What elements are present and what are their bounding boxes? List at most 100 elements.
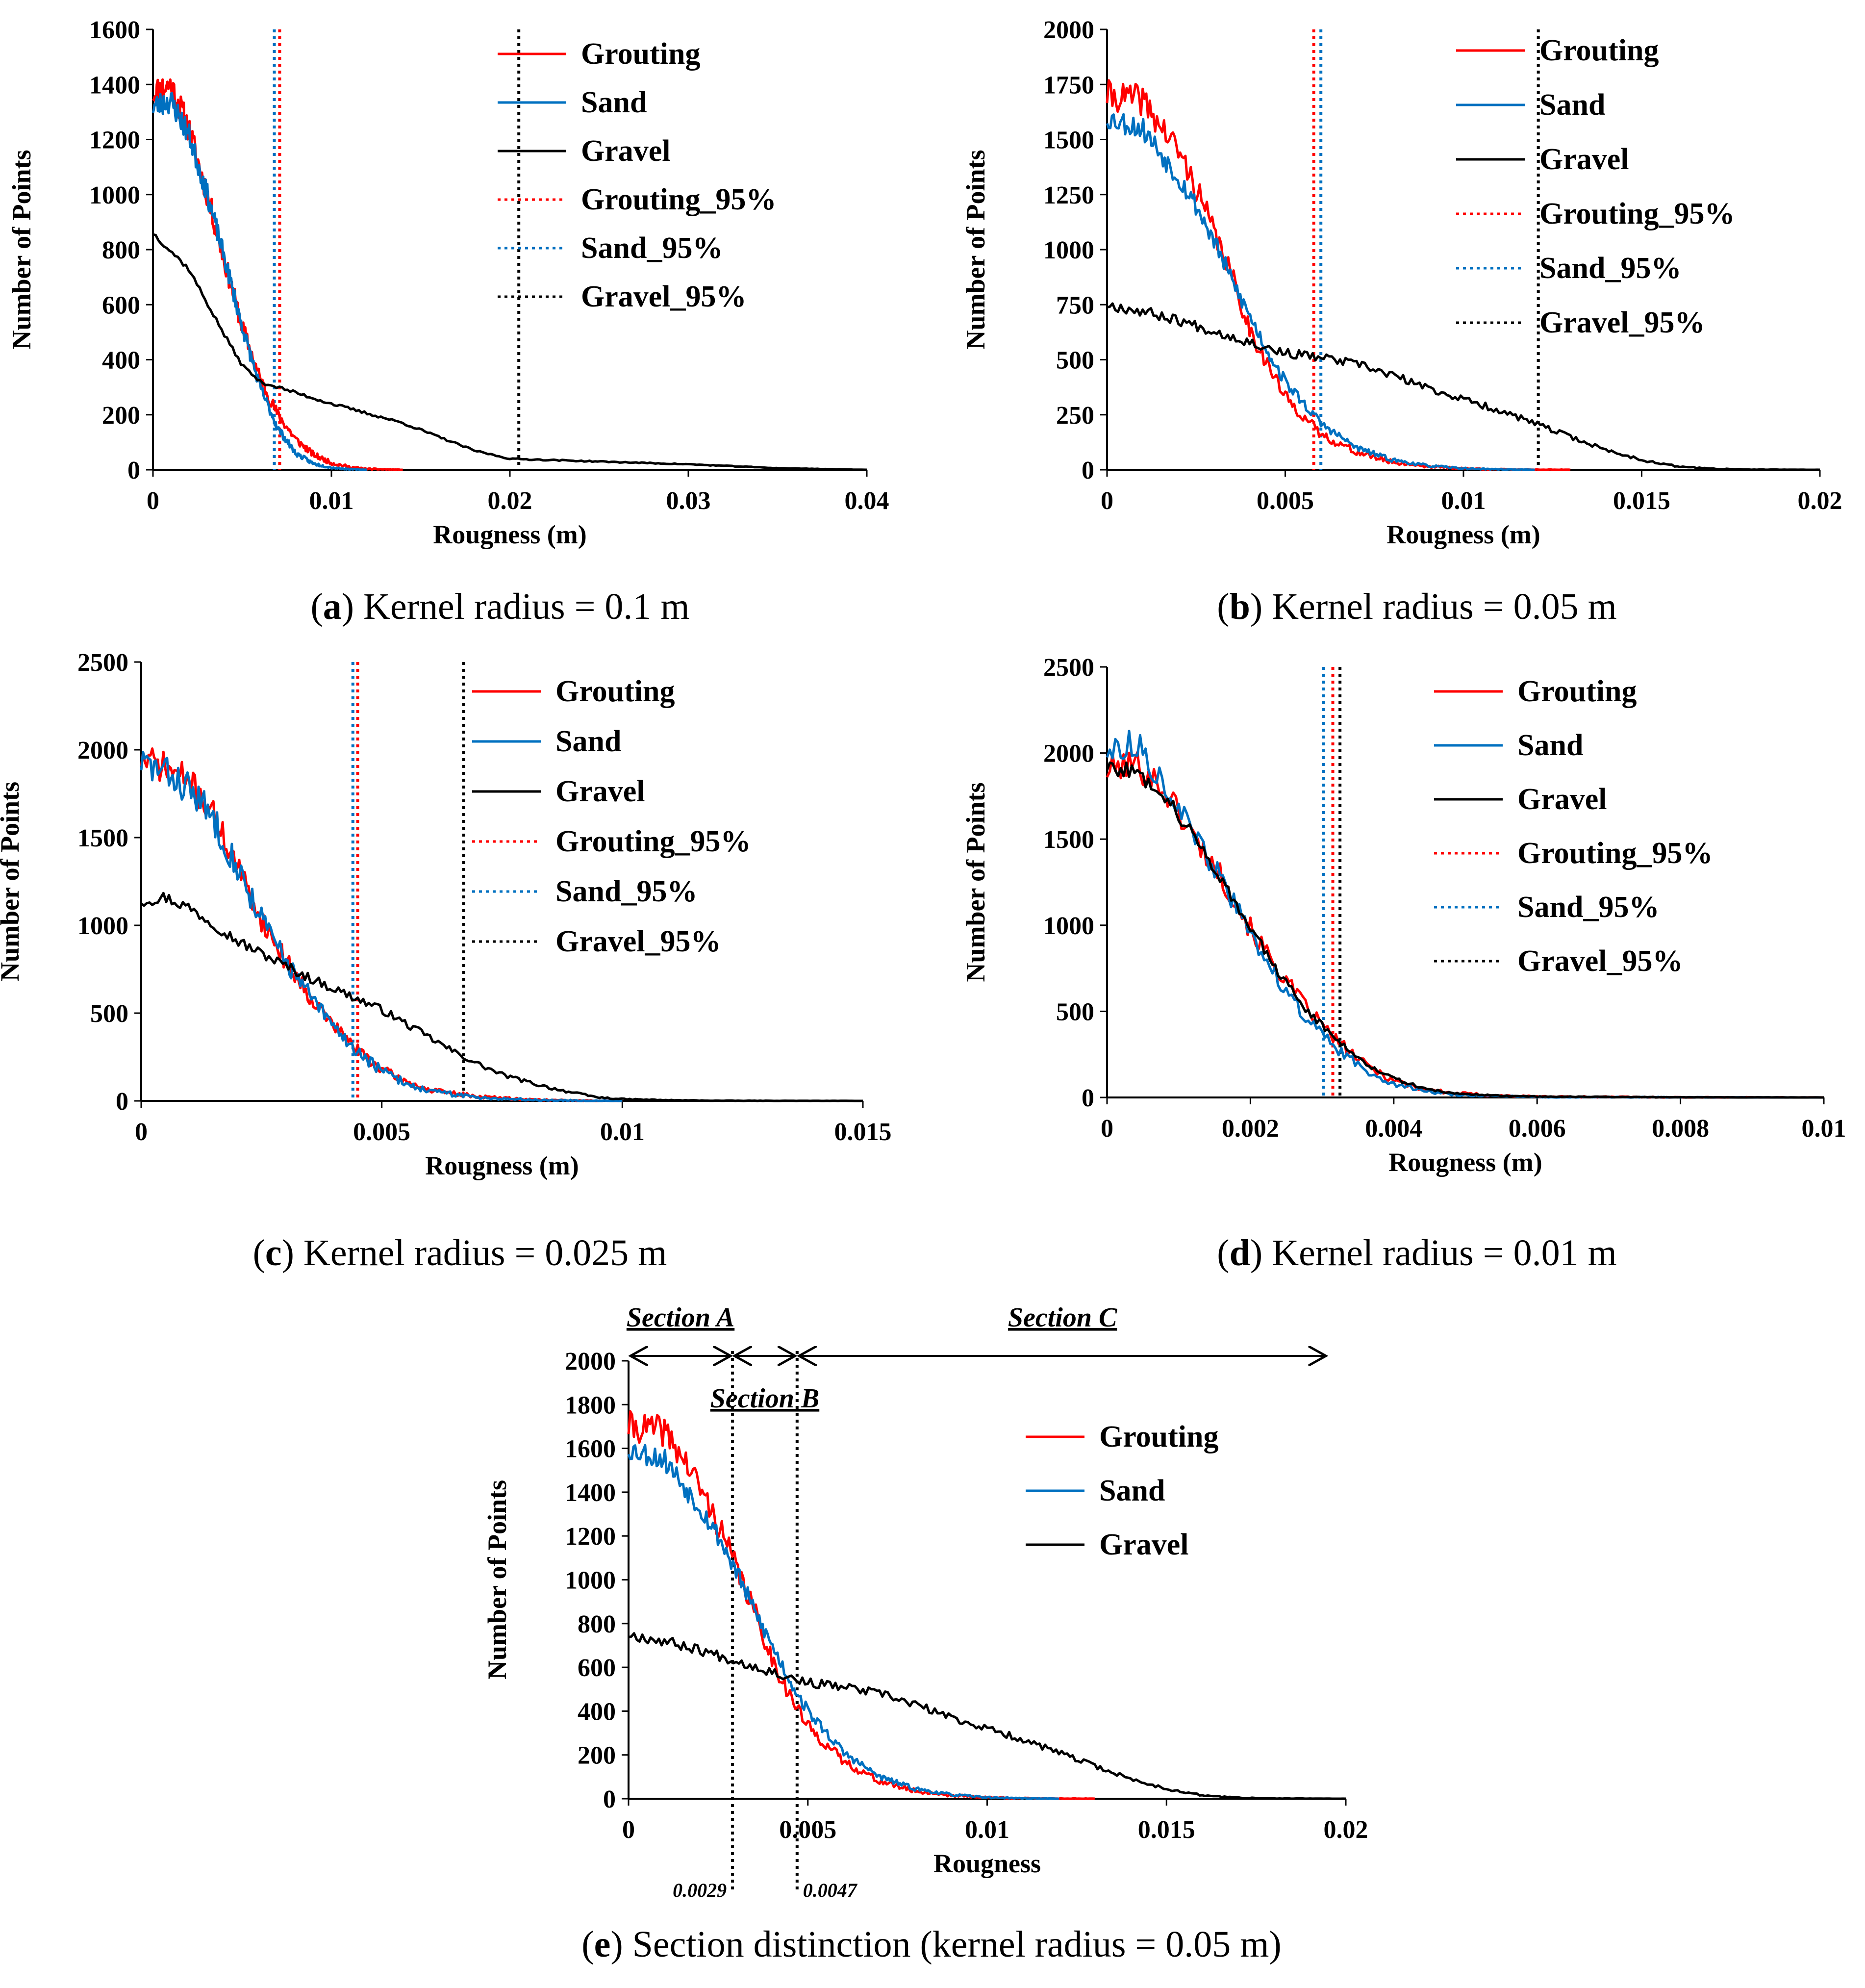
y-tick-label: 2500	[1043, 654, 1094, 682]
y-tick-label: 1400	[565, 1479, 616, 1507]
x-axis-label: Rougness (m)	[433, 520, 587, 549]
boundary-value-label: 0.0029	[673, 1879, 727, 1901]
y-tick-label: 2500	[77, 649, 128, 677]
chart-panel-a: 0 200 400 600 800 1000 1200 1400 1600 0 0.01 0.02 0.…	[7, 16, 889, 627]
legend-label-gravel: Gravel	[555, 775, 645, 808]
x-tick-label: 0	[1101, 487, 1113, 515]
legend-label-gravel-95-: Gravel_95%	[1539, 306, 1705, 339]
x-tick-label: 0.005	[353, 1118, 410, 1146]
legend-label-grouting-95-: Grouting_95%	[581, 183, 776, 216]
y-axis-label: Number of Points	[961, 782, 990, 982]
y-tick-label: 1000	[77, 912, 128, 940]
x-axis-label: Rougness (m)	[1386, 520, 1540, 549]
y-tick-label: 1200	[89, 127, 140, 154]
legend-label-grouting: Grouting	[1517, 675, 1637, 708]
x-tick-label: 0.01	[965, 1816, 1009, 1844]
y-tick-label: 2000	[565, 1348, 616, 1376]
legend-label-grouting-95-: Grouting_95%	[1539, 197, 1735, 230]
section-label: Section A	[627, 1302, 734, 1333]
y-tick-label: 1800	[565, 1391, 616, 1419]
y-axis-label: Number of Points	[961, 150, 990, 349]
x-tick-label: 0.015	[834, 1118, 892, 1146]
y-tick-label: 2000	[1043, 16, 1094, 44]
legend-label-grouting-95-: Grouting_95%	[555, 825, 751, 858]
legend-label-sand-95-: Sand_95%	[1539, 252, 1681, 285]
x-tick-label: 0	[1101, 1115, 1113, 1143]
x-tick-label: 0.01	[600, 1118, 645, 1146]
series-line-sand	[1106, 730, 1824, 1099]
chart-panel-b: 0 250 500 750 1000 1250 1500 1750 2000 0 0.005 0.01…	[961, 16, 1842, 627]
y-tick-label: 2000	[1043, 740, 1094, 768]
y-tick-label: 1000	[1043, 236, 1094, 264]
chart-panel-d: 0 500 1000 1500 2000 2500 0 0.002 0.004 0.006 0.00…	[961, 654, 1846, 1274]
legend-label-sand: Sand	[1099, 1474, 1165, 1507]
panel-caption: (d) Kernel radius = 0.01 m	[1217, 1232, 1616, 1274]
legend-label-sand: Sand	[1517, 729, 1583, 762]
x-tick-label: 0.004	[1365, 1115, 1422, 1143]
series-line-gravel	[1107, 302, 1820, 471]
x-tick-label: 0.002	[1222, 1115, 1279, 1143]
x-tick-label: 0.04	[845, 487, 889, 515]
legend-label-gravel: Gravel	[581, 134, 671, 168]
legend-label-grouting: Grouting	[581, 37, 700, 71]
legend-label-sand-95-: Sand_95%	[581, 231, 723, 265]
y-tick-label: 0	[603, 1785, 616, 1813]
x-tick-label: 0.02	[1798, 487, 1842, 515]
series-line-gravel	[152, 233, 867, 471]
series-line-sand	[627, 1444, 1059, 1800]
x-tick-label: 0.008	[1652, 1115, 1709, 1143]
legend-label-gravel: Gravel	[1517, 783, 1607, 816]
series-line-grouting	[627, 1410, 1095, 1800]
section-label: Section B	[710, 1383, 819, 1414]
legend-label-grouting: Grouting	[1099, 1420, 1218, 1453]
legend-label-gravel: Gravel	[1099, 1528, 1189, 1561]
legend-label-sand: Sand	[581, 86, 647, 119]
series-line-gravel	[1106, 761, 1824, 1099]
y-tick-label: 0	[1082, 457, 1094, 484]
series-line-grouting	[1106, 751, 1824, 1099]
series-line-gravel	[628, 1632, 1346, 1800]
series-line-grouting	[151, 78, 403, 471]
legend-label-sand: Sand	[1539, 88, 1605, 122]
x-tick-label: 0.03	[666, 487, 711, 515]
legend-label-sand-95-: Sand_95%	[555, 875, 697, 908]
x-axis-label: Rougness (m)	[425, 1151, 579, 1180]
x-axis-label: Rougness (m)	[1388, 1147, 1542, 1177]
y-tick-label: 1000	[1043, 912, 1094, 940]
x-tick-label: 0.015	[1613, 487, 1670, 515]
x-tick-label: 0.02	[1324, 1816, 1368, 1844]
x-tick-label: 0	[147, 487, 159, 515]
series-line-sand	[1106, 113, 1535, 471]
y-tick-label: 800	[102, 236, 140, 264]
legend-label-gravel-95-: Gravel_95%	[555, 925, 721, 958]
y-tick-label: 200	[102, 402, 140, 430]
legend-label-grouting: Grouting	[1539, 34, 1659, 67]
y-tick-label: 400	[102, 347, 140, 375]
series-line-sand	[151, 92, 368, 471]
y-tick-label: 1600	[565, 1435, 616, 1463]
x-tick-label: 0.006	[1509, 1115, 1566, 1143]
y-tick-label: 0	[116, 1088, 128, 1116]
y-tick-label: 600	[578, 1654, 616, 1682]
y-tick-label: 1200	[565, 1523, 616, 1551]
x-tick-label: 0.005	[1257, 487, 1314, 515]
y-tick-label: 500	[1056, 347, 1094, 375]
legend-label-gravel-95-: Gravel_95%	[581, 280, 747, 313]
y-axis-label: Number of Points	[0, 782, 25, 981]
y-tick-label: 500	[1056, 998, 1094, 1026]
y-tick-label: 0	[127, 457, 140, 484]
x-tick-label: 0.02	[488, 487, 532, 515]
legend-label-grouting: Grouting	[555, 675, 675, 708]
y-tick-label: 1250	[1043, 181, 1094, 209]
section-label: Section C	[1008, 1302, 1117, 1333]
y-tick-label: 200	[578, 1742, 616, 1770]
series-line-grouting	[140, 747, 623, 1102]
y-tick-label: 1400	[89, 71, 140, 99]
y-tick-label: 0	[1082, 1084, 1094, 1112]
y-tick-label: 1500	[1043, 826, 1094, 854]
y-tick-label: 2000	[77, 737, 128, 765]
y-tick-label: 800	[578, 1610, 616, 1638]
chart-panel-e: 0 200 400 600 800 1000 1200 1400 1600 1800 2000 0 0.…	[482, 1302, 1368, 1965]
x-tick-label: 0.01	[1441, 487, 1486, 515]
